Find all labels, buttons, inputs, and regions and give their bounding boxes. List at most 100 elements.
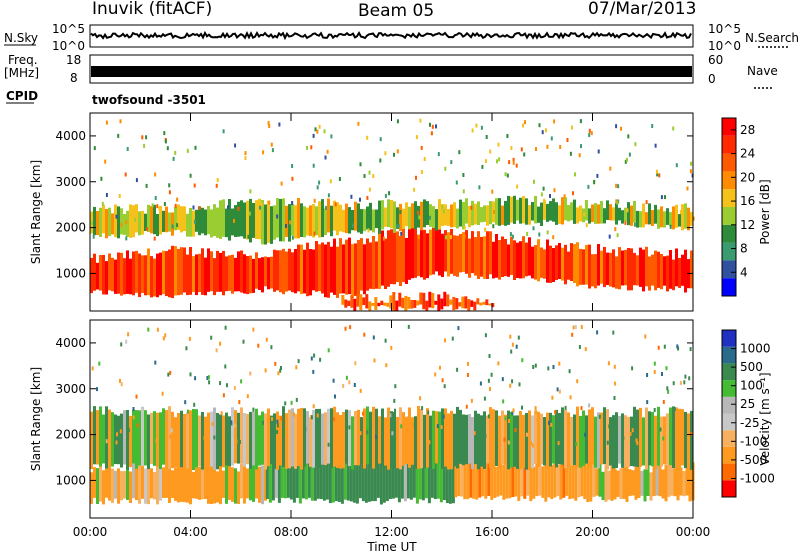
heatmap-cell (630, 205, 633, 226)
heatmap-cell (657, 345, 660, 350)
heatmap-cell (414, 225, 417, 278)
heatmap-cell (591, 204, 594, 222)
heatmap-cell (194, 145, 197, 150)
y-tick-label: 4000 (55, 336, 86, 350)
heatmap-cell (582, 249, 585, 285)
heatmap-cell (186, 466, 189, 503)
heatmap-cell (576, 207, 579, 224)
heatmap-cell (570, 243, 573, 281)
heatmap-cell (553, 119, 556, 124)
heatmap-cell (396, 207, 399, 229)
heatmap-cell (237, 251, 240, 292)
heatmap-cell (467, 299, 471, 311)
x-tick-label: 12:00 (374, 525, 409, 539)
heatmap-cell (310, 145, 313, 150)
heatmap-cell (509, 334, 512, 339)
heatmap-cell (264, 204, 267, 245)
heatmap-cell (592, 464, 596, 497)
heatmap-cell (399, 210, 402, 214)
heatmap-cell (164, 333, 167, 338)
heatmap-cell (153, 204, 156, 235)
heatmap-cell (145, 135, 148, 140)
heatmap-cell (360, 238, 363, 291)
heatmap-cell (384, 207, 387, 227)
heatmap-cell (529, 458, 533, 502)
heatmap-cell (461, 296, 465, 309)
heatmap-cell (479, 381, 482, 386)
heatmap-cell (278, 122, 281, 127)
heatmap-cell (252, 411, 255, 466)
heatmap-cell (626, 157, 628, 162)
heatmap-cell (448, 451, 452, 504)
heatmap-cell (462, 232, 465, 272)
heatmap-cell (504, 239, 507, 277)
heatmap-cell (393, 232, 396, 285)
heatmap-cell (307, 444, 311, 498)
heatmap-cell (673, 468, 677, 497)
heatmap-cell (438, 411, 441, 464)
heatmap-cell (373, 442, 377, 502)
heatmap-cell (90, 472, 93, 504)
heatmap-cell (216, 207, 219, 238)
heatmap-cell (312, 133, 315, 138)
heatmap-cell (666, 208, 669, 225)
heatmap-cell (571, 463, 575, 499)
heatmap-cell (472, 458, 476, 499)
colorbar-tick-label: -25 (740, 416, 760, 430)
heatmap-cell (117, 415, 120, 465)
heatmap-cell (497, 361, 500, 366)
heatmap-cell (120, 382, 123, 387)
colorbar-tick-label: 16 (740, 194, 755, 208)
heatmap-cell (120, 223, 123, 227)
colorbar-swatch (722, 153, 736, 172)
heatmap-cell (634, 142, 637, 147)
heatmap-cell (300, 408, 303, 470)
heatmap-cell (207, 206, 210, 235)
station-title: Inuvik (fitACF) (92, 0, 212, 19)
heatmap-cell (393, 152, 395, 157)
heatmap-cell (321, 199, 324, 238)
heatmap-cell (549, 194, 551, 198)
heatmap-cell (607, 361, 610, 366)
heatmap-cell (228, 461, 231, 500)
heatmap-cell (372, 174, 375, 178)
colorbar-swatch (722, 207, 736, 225)
heatmap-cell (161, 391, 164, 396)
heatmap-cell (168, 190, 171, 195)
heatmap-cell (127, 428, 130, 433)
heatmap-cell (213, 435, 216, 440)
heatmap-cell (661, 372, 663, 376)
heatmap-cell (342, 383, 345, 388)
heatmap-cell (588, 409, 591, 469)
heatmap-cell (192, 409, 195, 471)
heatmap-cell (564, 409, 567, 469)
heatmap-cell (498, 240, 501, 280)
heatmap-cell (279, 368, 282, 373)
heatmap-cell (429, 215, 431, 220)
heatmap-cell (204, 463, 207, 499)
heatmap-cell (483, 205, 486, 222)
heatmap-cell (280, 181, 283, 186)
heatmap-cell (105, 406, 108, 411)
heatmap-cell (504, 172, 507, 177)
heatmap-cell (429, 415, 432, 469)
heatmap-cell (445, 449, 449, 503)
heatmap-cell (485, 299, 489, 306)
heatmap-cell (361, 451, 365, 502)
heatmap-cell (228, 255, 231, 291)
heatmap-cell (246, 200, 249, 240)
heatmap-cell (198, 206, 201, 236)
heatmap-cell (273, 413, 276, 469)
heatmap-cell (627, 248, 630, 291)
heatmap-cell (126, 468, 129, 500)
heatmap-cell (534, 406, 537, 411)
heatmap-cell (408, 228, 411, 280)
heatmap-cell (470, 424, 473, 429)
heatmap-cell (313, 353, 316, 358)
y-tick-label: 1000 (55, 473, 86, 487)
heatmap-cell (246, 468, 249, 499)
heatmap-cell (484, 227, 487, 232)
heatmap-cell (270, 256, 273, 289)
heatmap-cell (627, 134, 630, 139)
heatmap-cell (535, 410, 538, 415)
